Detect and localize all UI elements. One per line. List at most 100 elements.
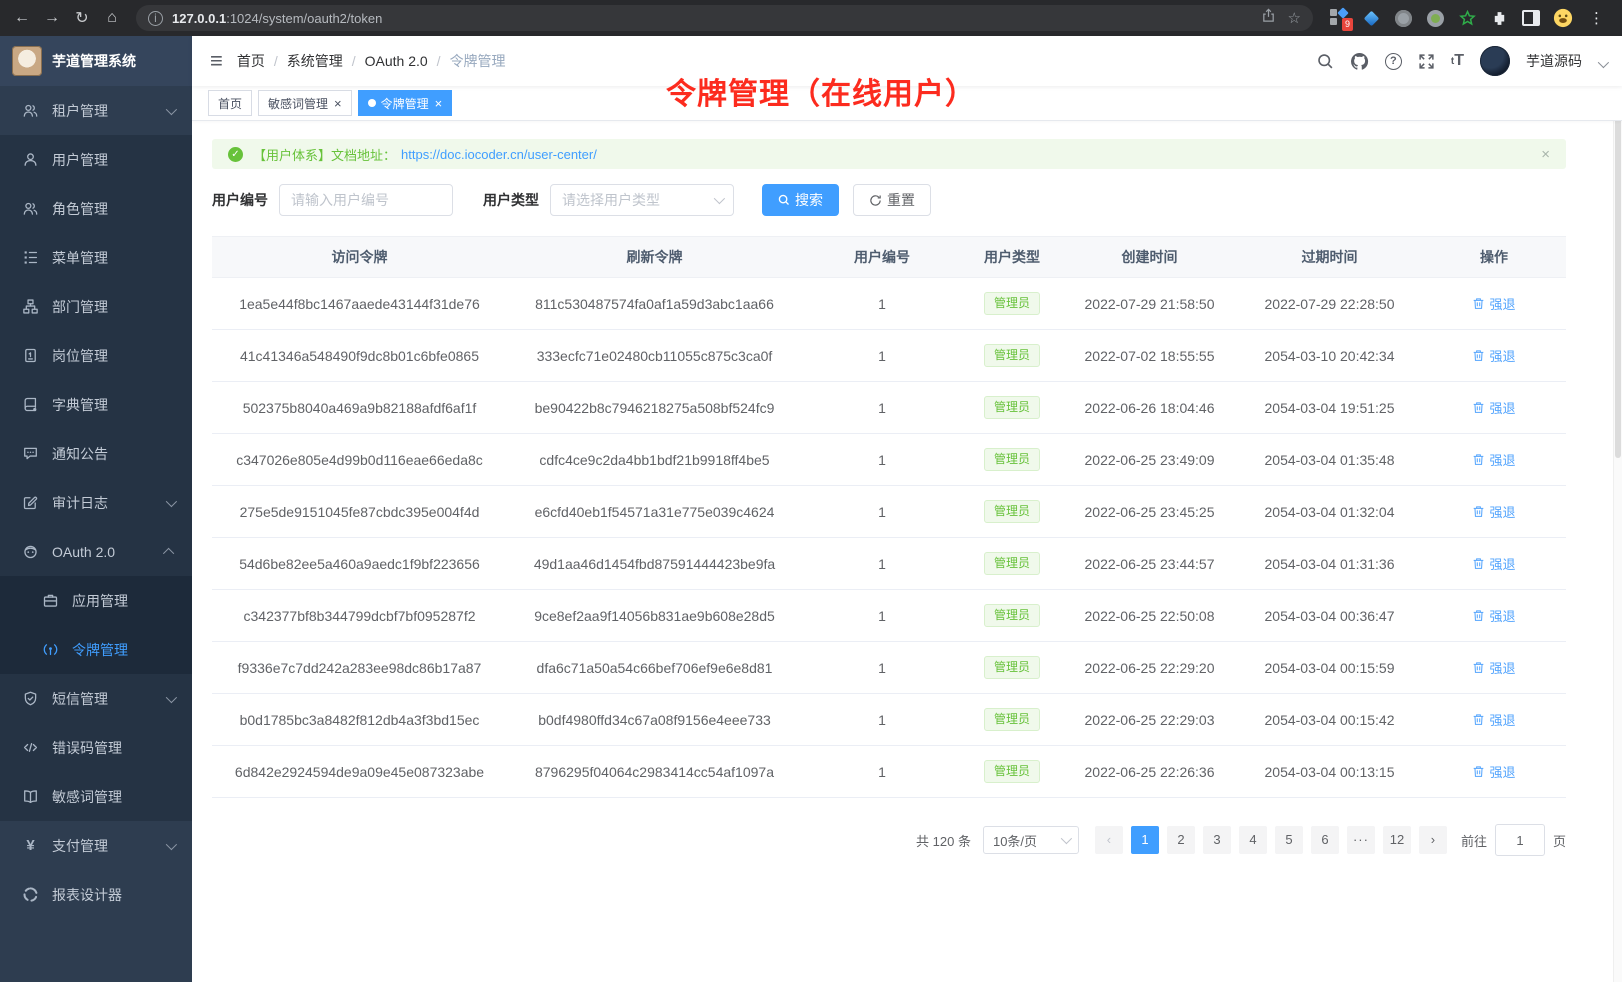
sidebar-item-label: 用户管理 bbox=[52, 151, 108, 168]
back-icon[interactable]: ← bbox=[14, 9, 30, 26]
chevron-down-icon bbox=[165, 103, 178, 115]
sidebar-item-audit-log[interactable]: 审计日志 bbox=[0, 478, 192, 527]
force-logout-button[interactable]: 强退 bbox=[1472, 346, 1516, 365]
star-extension-icon[interactable] bbox=[1457, 8, 1477, 28]
split-screen-icon[interactable] bbox=[1521, 8, 1541, 28]
sidebar-item-dept[interactable]: 部门管理 bbox=[0, 282, 192, 331]
scrollbar-thumb[interactable] bbox=[1615, 38, 1621, 458]
user-id-cell: 1 bbox=[802, 693, 962, 746]
user-id-cell: 1 bbox=[802, 537, 962, 590]
forward-icon[interactable]: → bbox=[44, 9, 60, 26]
page-scrollbar[interactable] bbox=[1613, 36, 1622, 982]
command-extension-icon[interactable] bbox=[1393, 8, 1413, 28]
sidebar-item-pay[interactable]: ¥ 支付管理 bbox=[0, 821, 192, 870]
doc-link[interactable]: https://doc.iocoder.cn/user-center/ bbox=[401, 146, 597, 162]
share-icon[interactable] bbox=[1261, 8, 1276, 28]
next-page-button[interactable]: › bbox=[1418, 826, 1447, 854]
prev-page-button[interactable]: ‹ bbox=[1094, 826, 1123, 854]
home-icon[interactable]: ⌂ bbox=[107, 9, 117, 26]
breadcrumb-item[interactable]: 首页 bbox=[236, 53, 265, 69]
close-tab-icon[interactable]: × bbox=[334, 95, 342, 111]
sidebar-item-report-designer[interactable]: 报表设计器 bbox=[0, 870, 192, 919]
page-button[interactable]: 4 bbox=[1238, 826, 1267, 854]
sidebar-item-post[interactable]: 岗位管理 bbox=[0, 331, 192, 380]
page-button[interactable]: 12 bbox=[1382, 826, 1411, 854]
blocks-extension-icon[interactable]: 9 bbox=[1329, 7, 1353, 31]
profile-avatar-icon[interactable] bbox=[1553, 8, 1573, 28]
sidebar-item-dict[interactable]: 字典管理 bbox=[0, 380, 192, 429]
more-pages-button[interactable]: ··· bbox=[1346, 826, 1375, 854]
chevron-down-icon[interactable] bbox=[1597, 56, 1610, 69]
extensions-puzzle-icon[interactable] bbox=[1489, 8, 1509, 28]
tab-home[interactable]: 首页 bbox=[208, 90, 253, 116]
tab-token[interactable]: 令牌管理 × bbox=[357, 90, 453, 116]
sidebar-item-oauth2[interactable]: OAuth 2.0 bbox=[0, 527, 192, 576]
hamburger-icon[interactable]: ≡ bbox=[210, 48, 223, 73]
page-button[interactable]: 2 bbox=[1166, 826, 1195, 854]
action-cell: 强退 bbox=[1422, 589, 1566, 642]
gem-extension-icon[interactable] bbox=[1361, 8, 1381, 28]
table-row: 6d842e2924594de9a09e45e087323abe 8796295f… bbox=[212, 745, 1566, 798]
breadcrumb-item[interactable]: 系统管理 bbox=[286, 53, 343, 69]
close-tab-icon[interactable]: × bbox=[434, 95, 443, 111]
refresh-token-cell: dfa6c71a50a54c66bef706ef9e6e8d81 bbox=[507, 641, 802, 694]
page-size-value: 10条/页 bbox=[992, 833, 1038, 849]
page-button[interactable]: 5 bbox=[1274, 826, 1303, 854]
record-extension-icon[interactable] bbox=[1425, 8, 1445, 28]
sidebar-item-sensitive-word[interactable]: 敏感词管理 bbox=[0, 772, 192, 821]
breadcrumb-item[interactable]: OAuth 2.0 bbox=[364, 53, 428, 69]
force-logout-button[interactable]: 强退 bbox=[1472, 710, 1516, 729]
sidebar-item-user[interactable]: 用户管理 bbox=[0, 135, 192, 184]
user-name[interactable]: 芋道源码 bbox=[1526, 53, 1582, 69]
user-type-badge: 管理员 bbox=[983, 604, 1040, 627]
tab-sensitive-word[interactable]: 敏感词管理 × bbox=[258, 90, 352, 116]
user-avatar[interactable] bbox=[1480, 46, 1510, 76]
page-size-select[interactable]: 10条/页 bbox=[982, 826, 1079, 854]
fullscreen-icon[interactable] bbox=[1418, 53, 1435, 70]
expire-time-cell: 2054-03-04 00:13:15 bbox=[1237, 745, 1422, 798]
force-logout-button[interactable]: 强退 bbox=[1472, 398, 1516, 417]
page-button[interactable]: 6 bbox=[1310, 826, 1339, 854]
trash-icon bbox=[1474, 558, 1484, 569]
page-button[interactable]: 1 bbox=[1130, 826, 1159, 854]
site-info-icon[interactable]: i bbox=[148, 10, 163, 26]
sidebar-item-oauth2-token[interactable]: 令牌管理 bbox=[0, 625, 192, 674]
force-logout-button[interactable]: 强退 bbox=[1472, 294, 1516, 313]
sidebar-item-oauth2-app[interactable]: 应用管理 bbox=[0, 576, 192, 625]
url-bar[interactable]: i 127.0.0.1:1024/system/oauth2/token ☆ bbox=[136, 5, 1313, 31]
sidebar-item-sms[interactable]: 短信管理 bbox=[0, 674, 192, 723]
github-icon[interactable] bbox=[1350, 52, 1369, 71]
search-button-label: 搜索 bbox=[795, 192, 823, 208]
goto-page-input[interactable] bbox=[1494, 824, 1545, 856]
bookmark-star-icon[interactable]: ☆ bbox=[1287, 10, 1301, 27]
reload-icon[interactable]: ↻ bbox=[75, 10, 89, 27]
help-icon[interactable]: ? bbox=[1384, 52, 1402, 70]
sidebar-item-notice[interactable]: 通知公告 bbox=[0, 429, 192, 478]
search-button[interactable]: 搜索 bbox=[762, 184, 839, 216]
alert-close-icon[interactable]: × bbox=[1541, 145, 1550, 163]
action-cell: 强退 bbox=[1422, 433, 1566, 486]
force-logout-label: 强退 bbox=[1489, 453, 1516, 468]
reset-button[interactable]: 重置 bbox=[853, 184, 931, 216]
app-logo[interactable]: 芋道管理系统 bbox=[0, 36, 192, 86]
user-type-select[interactable]: 请选择用户类型 bbox=[550, 184, 734, 216]
force-logout-button[interactable]: 强退 bbox=[1472, 450, 1516, 469]
breadcrumb-separator: / bbox=[436, 53, 441, 69]
search-icon[interactable] bbox=[1317, 53, 1334, 70]
browser-menu-icon[interactable]: ⋮ bbox=[1589, 10, 1604, 27]
sidebar-item-role[interactable]: 角色管理 bbox=[0, 184, 192, 233]
page-button[interactable]: 3 bbox=[1202, 826, 1231, 854]
sidebar-item-error-code[interactable]: 错误码管理 bbox=[0, 723, 192, 772]
force-logout-button[interactable]: 强退 bbox=[1472, 658, 1516, 677]
force-logout-button[interactable]: 强退 bbox=[1472, 554, 1516, 573]
trash-icon bbox=[1474, 714, 1484, 725]
force-logout-button[interactable]: 强退 bbox=[1472, 606, 1516, 625]
user-type-cell: 管理员 bbox=[962, 277, 1062, 330]
sidebar-item-tenant[interactable]: 租户管理 bbox=[0, 86, 192, 135]
user-id-cell: 1 bbox=[802, 277, 962, 330]
user-id-input[interactable] bbox=[279, 184, 453, 216]
force-logout-button[interactable]: 强退 bbox=[1472, 502, 1516, 521]
sidebar-item-menu[interactable]: 菜单管理 bbox=[0, 233, 192, 282]
force-logout-button[interactable]: 强退 bbox=[1472, 762, 1516, 781]
